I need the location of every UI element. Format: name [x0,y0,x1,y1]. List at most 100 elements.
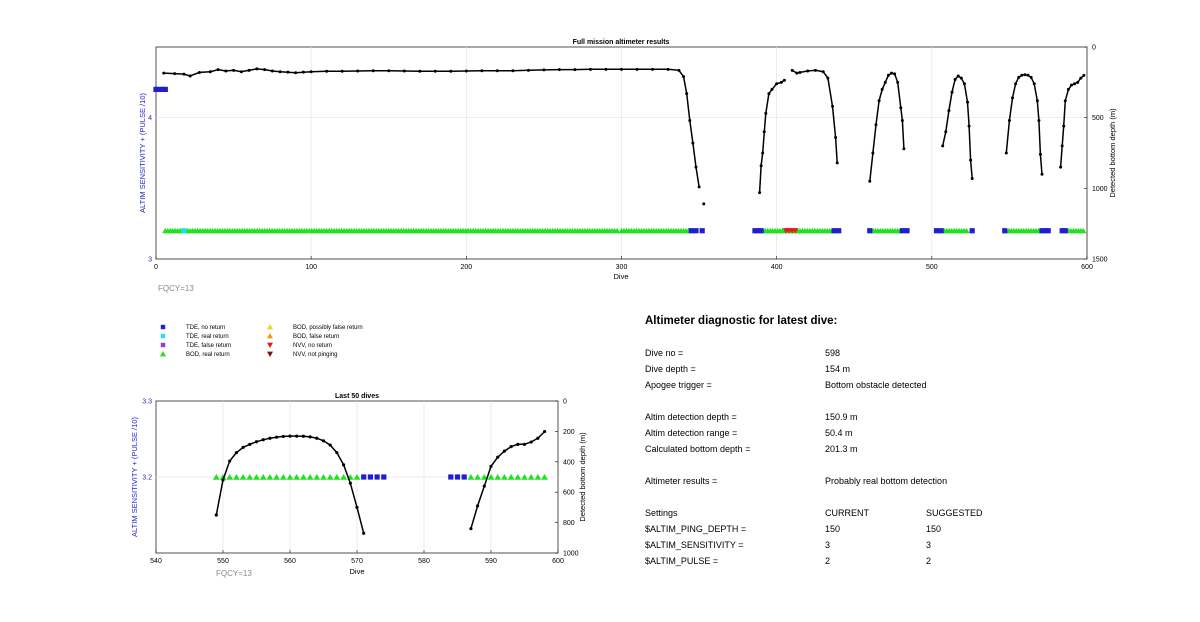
depth-point [325,69,329,73]
tde-no-return-marker [899,228,905,234]
bod-real-return-marker [501,473,508,480]
legend-marker-triangle-up [267,333,273,339]
depth-point [247,68,251,72]
tde-no-return-marker [693,228,699,234]
bod-real-return-marker [353,473,361,480]
bottom-chart-ylabel-right: Detected bottom depth (m) [578,432,587,522]
depth-point [216,68,220,72]
y-right-tick-label: 0 [1092,45,1096,52]
tde-no-return-marker [454,474,461,480]
depth-point [315,436,319,440]
legend: TDE, no return TDE, real return TDE, false… [160,324,363,358]
tde-no-return-marker [1045,228,1051,234]
legend-marker-triangle-down [267,351,273,357]
depth-point [1060,144,1064,148]
depth-point [883,80,887,84]
depth-point [526,68,530,72]
depth-point [328,443,332,447]
depth-point [893,72,897,76]
diag-label: $ALTIM_SENSITIVITY = [645,540,744,550]
depth-point [221,478,225,482]
tde-no-return-marker [448,474,454,480]
bod-real-return-marker [507,473,515,480]
depth-point [496,455,500,459]
tde-no-return-marker [1042,228,1048,234]
diag-value: 2 [825,556,831,566]
depth-point [286,70,290,74]
x-tick-label: 580 [418,558,430,565]
tde-no-return-marker [1062,228,1068,234]
legend-label: BOD, real return [186,352,230,358]
depth-point [301,434,305,438]
bottom-chart-ticks: 540 550 560 570 580 590 600 3.2 3.3 0 200 400 600 800… [142,399,578,566]
depth-point [682,75,686,79]
depth-point [970,176,974,180]
depth-point [275,435,279,439]
depth-point [1032,82,1036,86]
depth-point [301,70,305,74]
bod-real-return-marker [300,473,307,480]
depth-point [489,464,493,468]
depth-point [288,434,292,438]
depth-point [1073,82,1077,86]
y-right-tick-label: 600 [563,490,575,497]
depth-point [362,531,366,535]
x-tick-label: 200 [460,264,472,271]
tde-no-return-marker [836,228,842,234]
diag-extra: 2 [926,556,932,566]
diag-label: $ALTIM_PULSE = [645,556,719,566]
depth-point [529,440,533,444]
depth-point [268,436,272,440]
depth-point [1026,73,1030,77]
depth-point [702,202,706,206]
x-tick-label: 570 [351,558,363,565]
y-left-tick-label: 3 [148,257,152,264]
tde-no-return-marker [904,228,910,234]
bod-real-return-marker [219,473,227,480]
legend-label: BOD, false return [293,334,339,340]
depth-point [588,67,592,71]
depth-point [813,68,817,72]
bod-real-return-marker [239,473,247,480]
depth-point [1007,118,1011,122]
depth-point [173,72,177,76]
bod-real-return-marker [259,473,267,480]
depth-point [834,135,838,139]
depth-point [688,118,692,122]
depth-point [969,158,973,162]
tde-no-return-marker [969,228,975,234]
nvv-no-return-marker [792,228,799,234]
diag-value: 201.3 m [825,444,858,454]
depth-point [1066,87,1070,91]
depth-point [1063,99,1067,103]
tde-real-return-marker [181,228,187,234]
depth-point [1029,75,1033,79]
depth-point [182,72,186,76]
bottom-chart-ylabel-left: ALTIM SENSITIVITY + (PULSE /10) [130,417,139,537]
bottom-chart-marks [212,473,548,480]
bottom-chart-title: Last 50 dives [335,393,379,400]
depth-point [880,87,884,91]
depth-point [224,69,228,73]
tde-no-return-marker [831,228,837,234]
depth-point [557,68,561,72]
diag-value: CURRENT [825,508,869,518]
depth-point [214,513,218,517]
depth-point [685,92,689,96]
legend-marker-triangle-up [267,324,273,330]
depth-point [947,109,951,113]
depth-point [511,69,515,73]
diag-value: 150.9 m [825,412,858,422]
bottom-chart: 540 550 560 570 580 590 600 3.2 3.3 0 200 400 600 800… [130,393,587,578]
bod-real-return-marker [494,473,502,480]
depth-point [620,67,623,71]
depth-point [509,445,513,449]
depth-point [953,78,957,82]
depth-point [962,82,966,86]
bod-real-return-marker [306,473,314,480]
tde-no-return-marker [361,474,367,480]
legend-label: NVV, no return [293,343,332,349]
tde-no-return-marker [1059,228,1065,234]
diag-value: 154 m [825,364,851,374]
depth-point [232,68,236,72]
